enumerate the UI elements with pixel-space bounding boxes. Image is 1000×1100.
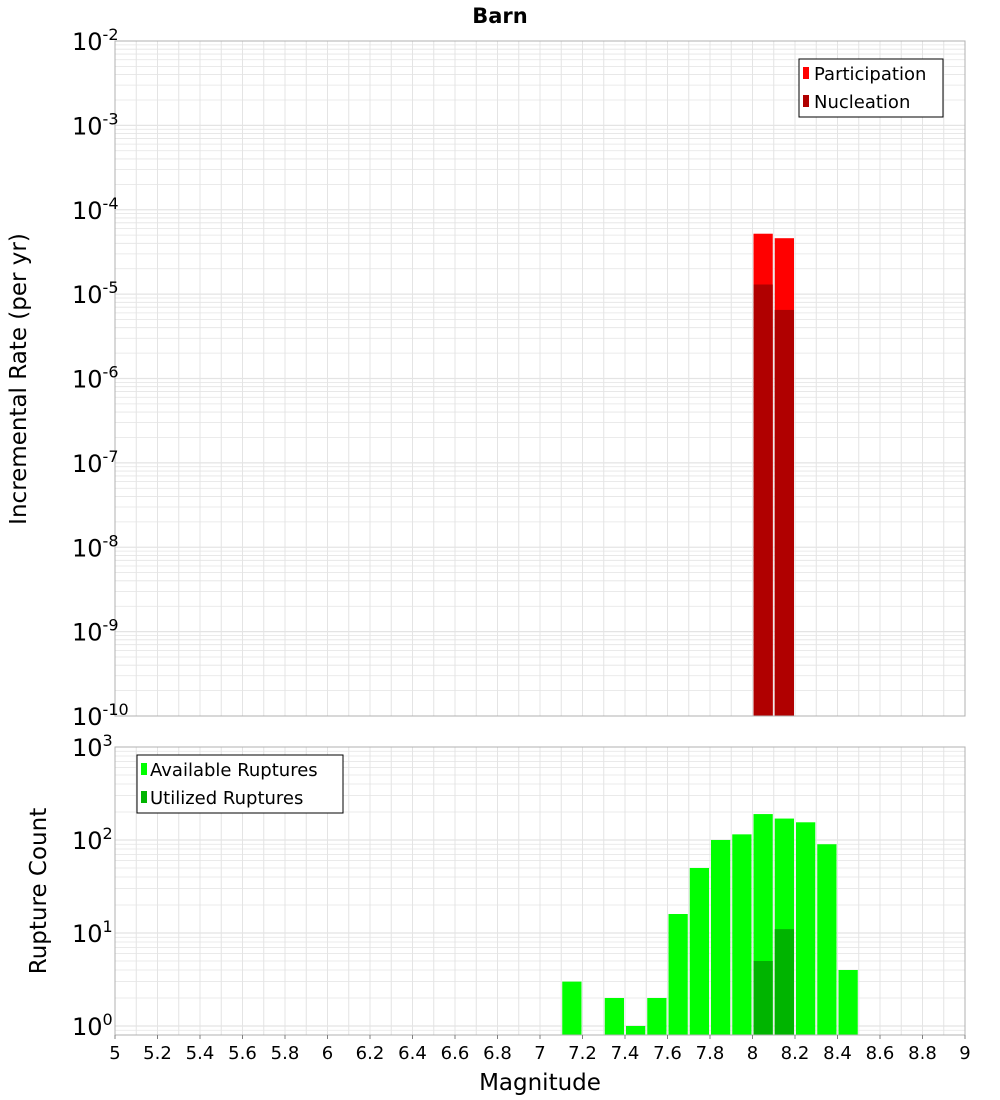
bottom-plot-bars: [562, 814, 858, 1035]
y-tick-label: 10-7: [72, 447, 119, 478]
legend-nucleation-label: Nucleation: [814, 92, 910, 113]
y-tick-label: 10-3: [72, 109, 119, 140]
x-tick-label: 9: [959, 1043, 970, 1064]
available-ruptures-bar: [604, 997, 624, 1035]
x-tick-label: 7.8: [696, 1043, 725, 1064]
x-tick-label: 8.6: [866, 1043, 895, 1064]
y-tick-label: 10-5: [72, 278, 119, 309]
y-tick-label: 10-8: [72, 531, 119, 562]
x-tick-label: 5: [109, 1043, 120, 1064]
x-tick-label: 6: [322, 1043, 333, 1064]
x-tick-label: 6.2: [356, 1043, 385, 1064]
top-legend: Participation Nucleation: [798, 58, 944, 118]
legend-available-swatch: [141, 763, 147, 775]
x-tick-label: 7.2: [568, 1043, 597, 1064]
legend-utilized-label: Utilized Ruptures: [150, 788, 303, 809]
nucleation-bar: [774, 309, 794, 716]
x-tick-label: 5.4: [186, 1043, 215, 1064]
available-ruptures-bar: [817, 844, 837, 1035]
available-ruptures-bar: [562, 981, 582, 1035]
available-ruptures-bar: [796, 822, 816, 1035]
utilized-ruptures-bar: [774, 929, 794, 1035]
available-ruptures-bar: [647, 997, 667, 1035]
x-axis-label: Magnitude: [479, 1070, 601, 1096]
x-tick-label: 7: [534, 1043, 545, 1064]
nucleation-bar: [753, 284, 773, 716]
x-tick-label: 8.2: [781, 1043, 810, 1064]
legend-participation-swatch: [803, 67, 809, 79]
x-tick-label: 5.8: [271, 1043, 300, 1064]
x-tick-label: 5.6: [228, 1043, 257, 1064]
legend-available-label: Available Ruptures: [150, 760, 318, 781]
legend-nucleation-swatch: [803, 95, 809, 107]
x-tick-label: 8.8: [908, 1043, 937, 1064]
x-tick-label: 7.4: [611, 1043, 640, 1064]
x-tick-label: 6.8: [483, 1043, 512, 1064]
y-tick-label: 10-4: [72, 194, 119, 225]
y-tick-label: 10-2: [72, 25, 119, 56]
top-y-tick-labels: 10-2 10-3 10-4 10-5 10-6 10-7 10-8 10-9 10-10: [72, 25, 129, 731]
y-tick-label: 102: [72, 824, 113, 855]
available-ruptures-bar: [711, 839, 731, 1035]
y-tick-label: 10-6: [72, 363, 119, 394]
y-tick-label: 101: [72, 917, 113, 948]
top-plot-grid: [115, 41, 965, 716]
y-tick-label: 10-9: [72, 616, 119, 647]
x-tick-label: 5.2: [143, 1043, 172, 1064]
bottom-legend: Available Ruptures Utilized Ruptures: [136, 754, 344, 814]
bottom-y-tick-labels: 103 102 101 100: [72, 731, 113, 1041]
chart-title: Barn: [472, 4, 527, 28]
x-tick-label: 8.4: [823, 1043, 852, 1064]
x-tick-label: 6.6: [441, 1043, 470, 1064]
available-ruptures-bar: [626, 1025, 646, 1035]
bottom-y-axis-label: Rupture Count: [26, 808, 52, 974]
x-tick-label: 6.4: [398, 1043, 427, 1064]
available-ruptures-bar: [732, 834, 752, 1035]
y-tick-label: 100: [72, 1010, 113, 1041]
top-plot-frame: [114, 40, 966, 717]
utilized-ruptures-bar: [753, 960, 773, 1035]
top-y-axis-label: Incremental Rate (per yr): [6, 233, 32, 525]
x-tick-label: 7.6: [653, 1043, 682, 1064]
top-legend-box: [798, 58, 944, 118]
available-ruptures-bar: [838, 969, 858, 1035]
y-tick-label: 10-10: [72, 700, 129, 731]
y-tick-label: 103: [72, 731, 113, 762]
x-tick-label: 8: [747, 1043, 758, 1064]
available-ruptures-bar: [668, 914, 688, 1035]
x-tick-labels: 5 5.2 5.4 5.6 5.8 6 6.2 6.4 6.6 6.8 7 7.2 7.4 7.6 7.8 8…: [109, 1035, 971, 1064]
legend-participation-label: Participation: [814, 64, 926, 85]
legend-utilized-swatch: [141, 791, 147, 803]
top-plot-bars: [753, 233, 794, 716]
available-ruptures-bar: [689, 867, 709, 1035]
bottom-legend-box: [136, 754, 344, 814]
